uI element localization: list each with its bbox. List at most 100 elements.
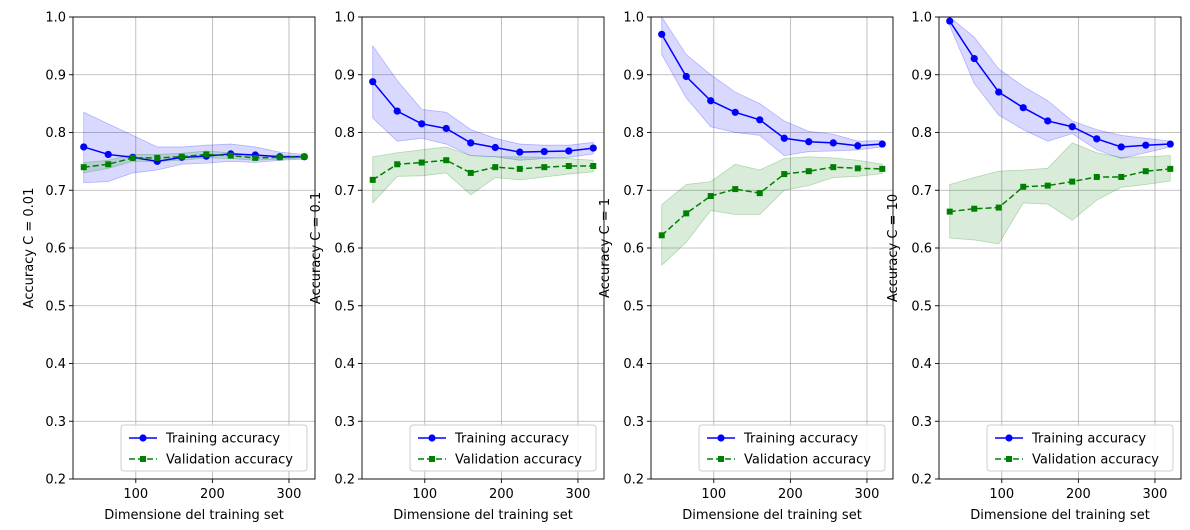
chart-panel-2: 0.2 0.3 0.4 0.5 0.6 0.7 0.8 0.9 1.0 100 200 300 Dime… (309, 11, 605, 523)
y-tick-label: 0.7 (45, 184, 66, 199)
validation-accuracy-point (276, 154, 283, 161)
y-tick-label: 0.9 (45, 68, 66, 83)
x-axis-label: Dimensione del training set (682, 508, 862, 523)
validation-accuracy-point (154, 154, 161, 161)
validation-accuracy-point (565, 162, 572, 169)
training-accuracy-point (995, 88, 1003, 96)
training-accuracy-point (805, 138, 813, 146)
y-tick-label: 0.9 (911, 68, 932, 83)
chart-panel-1: 0.2 0.3 0.4 0.5 0.6 0.7 0.8 0.9 1.0 100 200 300 Dime… (22, 11, 316, 523)
training-accuracy-line (372, 81, 594, 153)
validation-accuracy-point (830, 164, 837, 171)
training-accuracy-point (1166, 140, 1174, 148)
legend: Training accuracy Validation accuracy (409, 424, 597, 472)
legend: Training accuracy Validation accuracy (986, 424, 1174, 472)
validation-accuracy-point (105, 161, 112, 168)
x-axis-label: Dimensione del training set (393, 508, 573, 523)
training-std-band (949, 16, 1171, 159)
training-accuracy-point (516, 148, 524, 156)
validation-accuracy-point (203, 151, 210, 158)
legend-training-label: Training accuracy (1031, 432, 1146, 447)
training-std-band (83, 111, 305, 184)
y-tick-label: 0.5 (911, 299, 932, 314)
validation-accuracy-point (781, 171, 788, 178)
validation-accuracy-point (1020, 183, 1027, 190)
training-accuracy-point (946, 17, 954, 25)
training-accuracy-point (1044, 117, 1052, 125)
training-accuracy-point (731, 108, 739, 116)
y-tick-label: 1.0 (45, 11, 66, 26)
training-accuracy-line (83, 146, 305, 163)
training-accuracy-point (540, 147, 548, 156)
y-axis-label: Accuracy C = 1 (598, 198, 613, 298)
y-tick-label: 0.4 (334, 357, 355, 372)
validation-accuracy-point (732, 186, 739, 193)
training-accuracy-point (1019, 104, 1027, 112)
legend-validation-marker (718, 456, 724, 462)
y-tick-label: 0.2 (623, 473, 644, 488)
validation-accuracy-point (252, 154, 259, 161)
y-axis-label: Accuracy C = 0.1 (309, 192, 324, 304)
x-axis-label: Dimensione del training set (104, 508, 284, 523)
validation-accuracy-point (1118, 173, 1125, 180)
training-accuracy-point (756, 116, 764, 124)
validation-accuracy-point (369, 176, 376, 183)
training-accuracy-line (661, 33, 883, 147)
training-accuracy-line (949, 20, 1171, 148)
legend-training-marker (428, 434, 436, 442)
training-accuracy-point (104, 150, 112, 159)
validation-accuracy-line (661, 166, 883, 236)
y-tick-label: 0.7 (334, 184, 355, 199)
x-tick-label: 100 (412, 487, 437, 502)
y-tick-label: 0.6 (45, 242, 66, 257)
legend-training-label: Training accuracy (743, 432, 858, 447)
validation-accuracy-line (949, 168, 1171, 213)
validation-accuracy-point (301, 153, 308, 160)
validation-accuracy-point (1167, 165, 1174, 172)
training-std-band (372, 44, 594, 161)
y-tick-label: 0.6 (334, 242, 355, 257)
x-tick-label: 200 (200, 487, 225, 502)
validation-accuracy-point (492, 164, 499, 171)
training-accuracy-point (682, 72, 690, 81)
x-tick-label: 300 (566, 487, 591, 502)
validation-accuracy-point (707, 193, 714, 200)
training-accuracy-point (780, 134, 788, 142)
y-tick-label: 0.4 (623, 357, 644, 372)
validation-accuracy-point (178, 153, 185, 160)
validation-accuracy-point (80, 164, 87, 171)
training-accuracy-point (442, 124, 450, 133)
y-tick-label: 0.9 (334, 68, 355, 83)
validation-accuracy-point (805, 168, 812, 175)
legend-box (986, 424, 1174, 472)
validation-accuracy-point (854, 165, 861, 172)
x-tick-label: 200 (778, 487, 803, 502)
x-tick-label: 300 (1143, 487, 1168, 502)
legend-box (120, 424, 308, 472)
x-axis-label: Dimensione del training set (970, 508, 1150, 523)
training-accuracy-point (393, 107, 401, 115)
legend-box (409, 424, 597, 472)
legend-box (698, 424, 886, 472)
legend-training-marker (1005, 434, 1013, 442)
legend-validation-label: Validation accuracy (744, 453, 871, 468)
x-tick-label: 200 (1066, 487, 1091, 502)
validation-accuracy-point (995, 204, 1002, 211)
y-tick-label: 0.4 (911, 357, 932, 372)
y-tick-label: 0.8 (623, 126, 644, 141)
training-accuracy-point (970, 54, 978, 63)
validation-accuracy-point (1044, 182, 1051, 189)
training-accuracy-point (1068, 123, 1076, 131)
y-tick-label: 0.4 (45, 357, 66, 372)
validation-accuracy-point (1093, 173, 1100, 180)
validation-accuracy-point (683, 210, 690, 217)
legend-validation-label: Validation accuracy (166, 453, 293, 468)
y-tick-label: 1.0 (623, 11, 644, 26)
training-accuracy-point (658, 30, 666, 38)
validation-accuracy-point (1069, 178, 1076, 185)
training-accuracy-point (491, 143, 499, 152)
y-tick-label: 0.5 (623, 299, 644, 314)
training-accuracy-point (589, 144, 597, 152)
y-tick-label: 0.8 (911, 126, 932, 141)
